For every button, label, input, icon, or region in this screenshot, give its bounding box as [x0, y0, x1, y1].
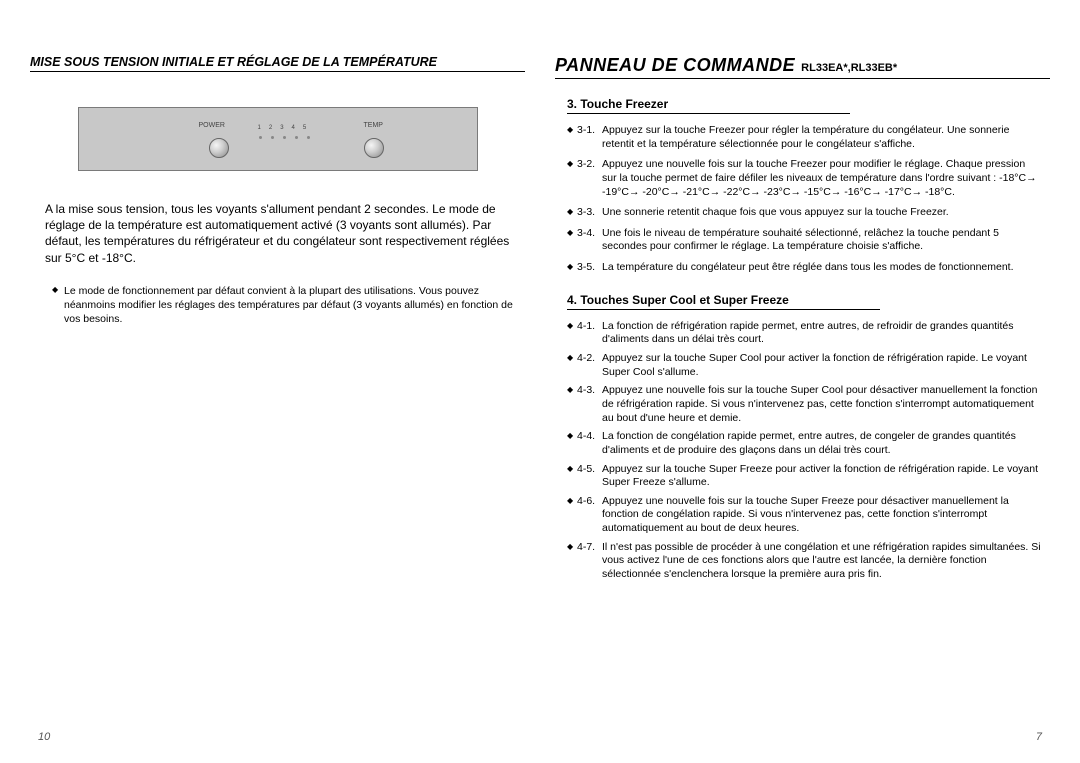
led-row: [259, 136, 310, 139]
item-num: 4-4.: [577, 430, 595, 444]
left-title: MISE SOUS TENSION INITIALE ET RÉGLAGE DE…: [30, 55, 525, 72]
item-num: 4-1.: [577, 320, 595, 334]
led-num: 5: [303, 125, 306, 131]
item-num: 4-5.: [577, 463, 595, 477]
page-container: MISE SOUS TENSION INITIALE ET RÉGLAGE DE…: [0, 0, 1080, 763]
item-text: La fonction de congélation rapide permet…: [602, 430, 1016, 456]
section-4-list: ◆ 4-1. La fonction de réfrigération rapide…: [555, 320, 1050, 582]
item-num: 3-4.: [577, 227, 595, 241]
item-num: 3-5.: [577, 261, 595, 275]
page-number-right: 7: [1036, 731, 1042, 743]
item-num: 4-6.: [577, 495, 595, 509]
item-text: Appuyez une nouvelle fois sur la touche …: [602, 384, 1037, 423]
section-3-list: ◆ 3-1. Appuyez sur la touche Freezer pour …: [555, 124, 1050, 275]
item-num: 4-2.: [577, 352, 595, 366]
item-num: 4-3.: [577, 384, 595, 398]
diamond-icon: ◆: [567, 159, 573, 169]
diamond-icon: ◆: [567, 228, 573, 238]
left-column: MISE SOUS TENSION INITIALE ET RÉGLAGE DE…: [30, 55, 525, 733]
left-paragraph: A la mise sous tension, tous les voyants…: [30, 201, 525, 266]
model-number: RL33EA*,RL33EB*: [801, 62, 897, 74]
diamond-icon: ◆: [567, 353, 573, 363]
diamond-icon: ◆: [567, 464, 573, 474]
led-icon: [283, 136, 286, 139]
list-item: ◆ 4-3. Appuyez une nouvelle fois sur la to…: [567, 384, 1042, 425]
control-panel-illustration: POWER TEMP 1 2 3 4 5: [78, 107, 478, 171]
item-text: Appuyez sur la touche Freezer pour régle…: [602, 124, 1009, 150]
led-icon: [307, 136, 310, 139]
temp-label: TEMP: [364, 122, 383, 129]
right-column: PANNEAU DE COMMANDE RL33EA*,RL33EB* 3. T…: [555, 55, 1050, 733]
list-item: ◆ 4-2. Appuyez sur la touche Super Cool po…: [567, 352, 1042, 379]
section-4-head: 4. Touches Super Cool et Super Freeze: [567, 293, 880, 310]
diamond-icon: ◆: [567, 262, 573, 272]
page-number-left: 10: [38, 731, 50, 743]
power-knob-icon: [209, 138, 229, 158]
diamond-icon: ◆: [567, 125, 573, 135]
led-numbers: 1 2 3 4 5: [258, 125, 307, 131]
item-text: Appuyez sur la touche Super Freeze pour …: [602, 463, 1038, 489]
list-item: ◆ 4-1. La fonction de réfrigération rapide…: [567, 320, 1042, 347]
diamond-icon: ◆: [567, 207, 573, 217]
list-item: ◆ 4-7. Il n'est pas possible de procéder à…: [567, 541, 1042, 582]
item-text: Une sonnerie retentit chaque fois que vo…: [602, 206, 949, 218]
diamond-icon: ◆: [567, 385, 573, 395]
item-text: Il n'est pas possible de procéder à une …: [602, 541, 1041, 580]
list-item: ◆ 4-5. Appuyez sur la touche Super Freeze …: [567, 463, 1042, 490]
item-text: Appuyez une nouvelle fois sur la touche …: [602, 495, 1009, 534]
led-num: 4: [292, 125, 295, 131]
item-num: 3-1.: [577, 124, 595, 138]
item-text: La fonction de réfrigération rapide perm…: [602, 320, 1014, 346]
list-item: ◆ 3-3. Une sonnerie retentit chaque fois q…: [567, 206, 1042, 220]
list-item: ◆ 4-6. Appuyez une nouvelle fois sur la to…: [567, 495, 1042, 536]
left-notes: Le mode de fonctionnement par défaut con…: [30, 284, 525, 327]
led-icon: [271, 136, 274, 139]
diamond-icon: ◆: [567, 431, 573, 441]
led-icon: [295, 136, 298, 139]
list-item: ◆ 3-4. Une fois le niveau de température s…: [567, 227, 1042, 254]
list-item: ◆ 3-5. La température du congélateur peut …: [567, 261, 1042, 275]
right-title-row: PANNEAU DE COMMANDE RL33EA*,RL33EB*: [555, 55, 1050, 79]
item-text: La température du congélateur peut être …: [602, 261, 1014, 273]
item-num: 3-3.: [577, 206, 595, 220]
right-title: PANNEAU DE COMMANDE: [555, 55, 795, 76]
led-num: 3: [280, 125, 283, 131]
diamond-icon: ◆: [567, 496, 573, 506]
item-num: 4-7.: [577, 541, 595, 555]
led-icon: [259, 136, 262, 139]
item-text: Appuyez sur la touche Super Cool pour ac…: [602, 352, 1027, 378]
temp-knob-icon: [364, 138, 384, 158]
diamond-icon: ◆: [567, 542, 573, 552]
led-num: 2: [269, 125, 272, 131]
section-3-head: 3. Touche Freezer: [567, 97, 850, 114]
list-item: ◆ 3-1. Appuyez sur la touche Freezer pour …: [567, 124, 1042, 151]
item-num: 3-2.: [577, 158, 595, 172]
led-num: 1: [258, 125, 261, 131]
item-text: Appuyez une nouvelle fois sur la touche …: [602, 158, 1037, 197]
list-item: ◆ 4-4. La fonction de congélation rapide p…: [567, 430, 1042, 457]
power-label: POWER: [199, 122, 225, 129]
note-item: Le mode de fonctionnement par défaut con…: [52, 284, 515, 327]
item-text: Une fois le niveau de température souhai…: [602, 227, 999, 253]
list-item: ◆ 3-2. Appuyez une nouvelle fois sur la to…: [567, 158, 1042, 199]
diamond-icon: ◆: [567, 321, 573, 331]
